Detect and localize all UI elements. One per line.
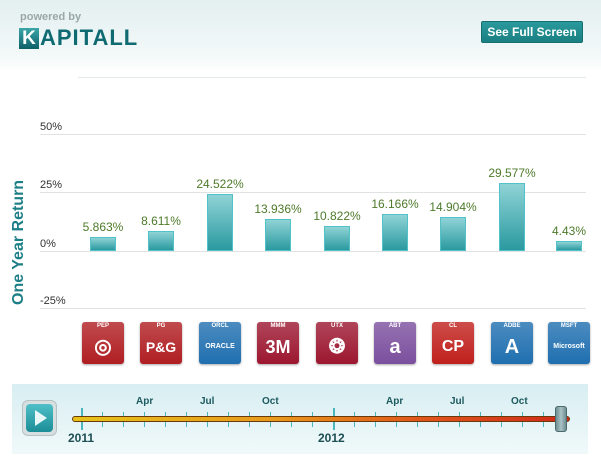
kapitall-logo[interactable]: K APITALL [19, 27, 138, 49]
ticker-adbe[interactable]: ADBE A [491, 322, 533, 364]
timeline-slider-handle[interactable] [555, 406, 567, 432]
bar-value-label: 14.904% [429, 199, 477, 214]
bar-adbe[interactable] [499, 182, 525, 251]
bar-value-label: 24.522% [196, 177, 244, 192]
bar-value-label: 29.577% [488, 165, 536, 180]
see-full-screen-button[interactable]: See Full Screen [481, 21, 583, 43]
ticker-pep[interactable]: PEP ◎ [82, 322, 124, 364]
ticker-symbol: ORCL [211, 323, 229, 329]
logo-k-block: K [19, 27, 39, 49]
y-tick-label: 25% [40, 179, 63, 191]
ticker-symbol: MMM [270, 323, 286, 329]
gridline [40, 308, 586, 309]
gridline [40, 134, 586, 135]
bar-pg[interactable] [148, 231, 174, 251]
bar-orcl[interactable] [207, 194, 233, 251]
timeline-month-label: Oct [262, 396, 279, 407]
timeline-month-label: Oct [511, 396, 528, 407]
timeline-year-label: 2012 [318, 431, 345, 445]
timeline-month-label: Apr [386, 396, 404, 407]
bar-utx[interactable] [324, 226, 350, 251]
adbe-logo-icon: A [504, 336, 520, 358]
timeline-year-label: 2011 [68, 431, 95, 445]
bar-value-label: 13.936% [254, 201, 302, 216]
bar-value-label: 8.611% [141, 214, 181, 229]
abt-logo-icon: a [389, 336, 401, 358]
mmm-logo-icon: 3M [265, 337, 291, 357]
ticker-cl[interactable]: CL CP [432, 322, 474, 364]
ticker-abt[interactable]: ABT a [374, 322, 416, 364]
ticker-orcl[interactable]: ORCL ORACLE [199, 322, 241, 364]
divider [78, 77, 586, 78]
ticker-symbol: ABT [388, 323, 402, 329]
ticker-symbol: PG [156, 323, 166, 329]
cl-logo-icon: CP [441, 338, 465, 355]
ticker-symbol: ADBE [503, 323, 521, 329]
play-button[interactable] [22, 400, 57, 436]
timeline-month-label: Jul [200, 396, 215, 407]
powered-by-label: powered by [20, 11, 82, 23]
ticker-symbol: MSFT [560, 323, 578, 329]
timeline-month-label: Apr [136, 396, 154, 407]
pg-logo-icon: P&G [145, 339, 177, 355]
y-axis-label: One Year Return [10, 179, 27, 305]
ticker-utx[interactable]: UTX ❂ [316, 322, 358, 364]
bar-mmm[interactable] [265, 218, 291, 251]
bar-msft[interactable] [556, 240, 582, 251]
y-tick-label: 50% [40, 121, 63, 133]
ticker-symbol: CL [449, 323, 457, 329]
logo-text: APITALL [40, 25, 139, 50]
orcl-logo-icon: ORACLE [205, 343, 235, 350]
bar-abt[interactable] [382, 213, 408, 251]
bar-value-label: 4.43% [551, 223, 587, 238]
timeline-slider-track[interactable] [72, 416, 570, 422]
bar-value-label: 5.863% [82, 220, 124, 235]
play-button-face [26, 404, 53, 432]
gridline [40, 251, 586, 252]
ticker-symbol: UTX [331, 323, 343, 329]
y-tick-label: 0% [40, 238, 56, 250]
ticker-symbol: PEP [96, 323, 109, 329]
play-icon [35, 410, 47, 426]
msft-logo-icon: Microsoft [553, 343, 585, 350]
ticker-msft[interactable]: MSFT Microsoft [548, 322, 590, 364]
utx-logo-icon: ❂ [328, 336, 346, 358]
timeline-month-label: Jul [450, 396, 465, 407]
bar-value-label: 10.822% [313, 209, 361, 223]
gridline [40, 192, 586, 193]
ticker-mmm[interactable]: MMM 3M [257, 322, 299, 364]
bar-cl[interactable] [440, 216, 466, 251]
ticker-pg[interactable]: PG P&G [140, 322, 182, 364]
y-tick-label: -25% [40, 295, 66, 307]
bar-pep[interactable] [90, 237, 116, 251]
pep-logo-icon: ◎ [94, 336, 112, 358]
bar-value-label: 16.166% [371, 196, 419, 211]
